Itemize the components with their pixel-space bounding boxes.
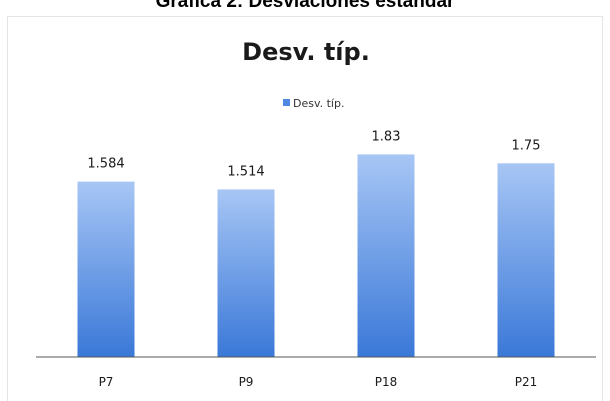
- bars-group: [77, 154, 555, 358]
- value-label-p9: 1.514: [227, 164, 264, 179]
- figure-caption: Gráfica 2: Desviaciones estándar: [155, 0, 455, 12]
- category-label-p7: P7: [99, 375, 114, 389]
- value-label-p18: 1.83: [372, 129, 401, 144]
- value-labels-group: 1.584 1.514 1.83 1.75: [87, 129, 540, 179]
- bar-p7: [77, 181, 135, 357]
- category-label-p21: P21: [515, 375, 538, 389]
- value-label-p7: 1.584: [87, 157, 124, 172]
- legend-swatch: [283, 99, 290, 106]
- category-label-p18: P18: [375, 375, 398, 389]
- bar-p21: [497, 163, 555, 358]
- bar-p18: [357, 154, 415, 357]
- chart-title: Desv. típ.: [242, 38, 370, 66]
- legend-label: Desv. típ.: [293, 97, 344, 110]
- category-label-p9: P9: [239, 375, 254, 389]
- bar-p9: [217, 189, 275, 357]
- value-label-p21: 1.75: [512, 138, 541, 153]
- category-labels-group: P7 P9 P18 P21: [99, 375, 538, 389]
